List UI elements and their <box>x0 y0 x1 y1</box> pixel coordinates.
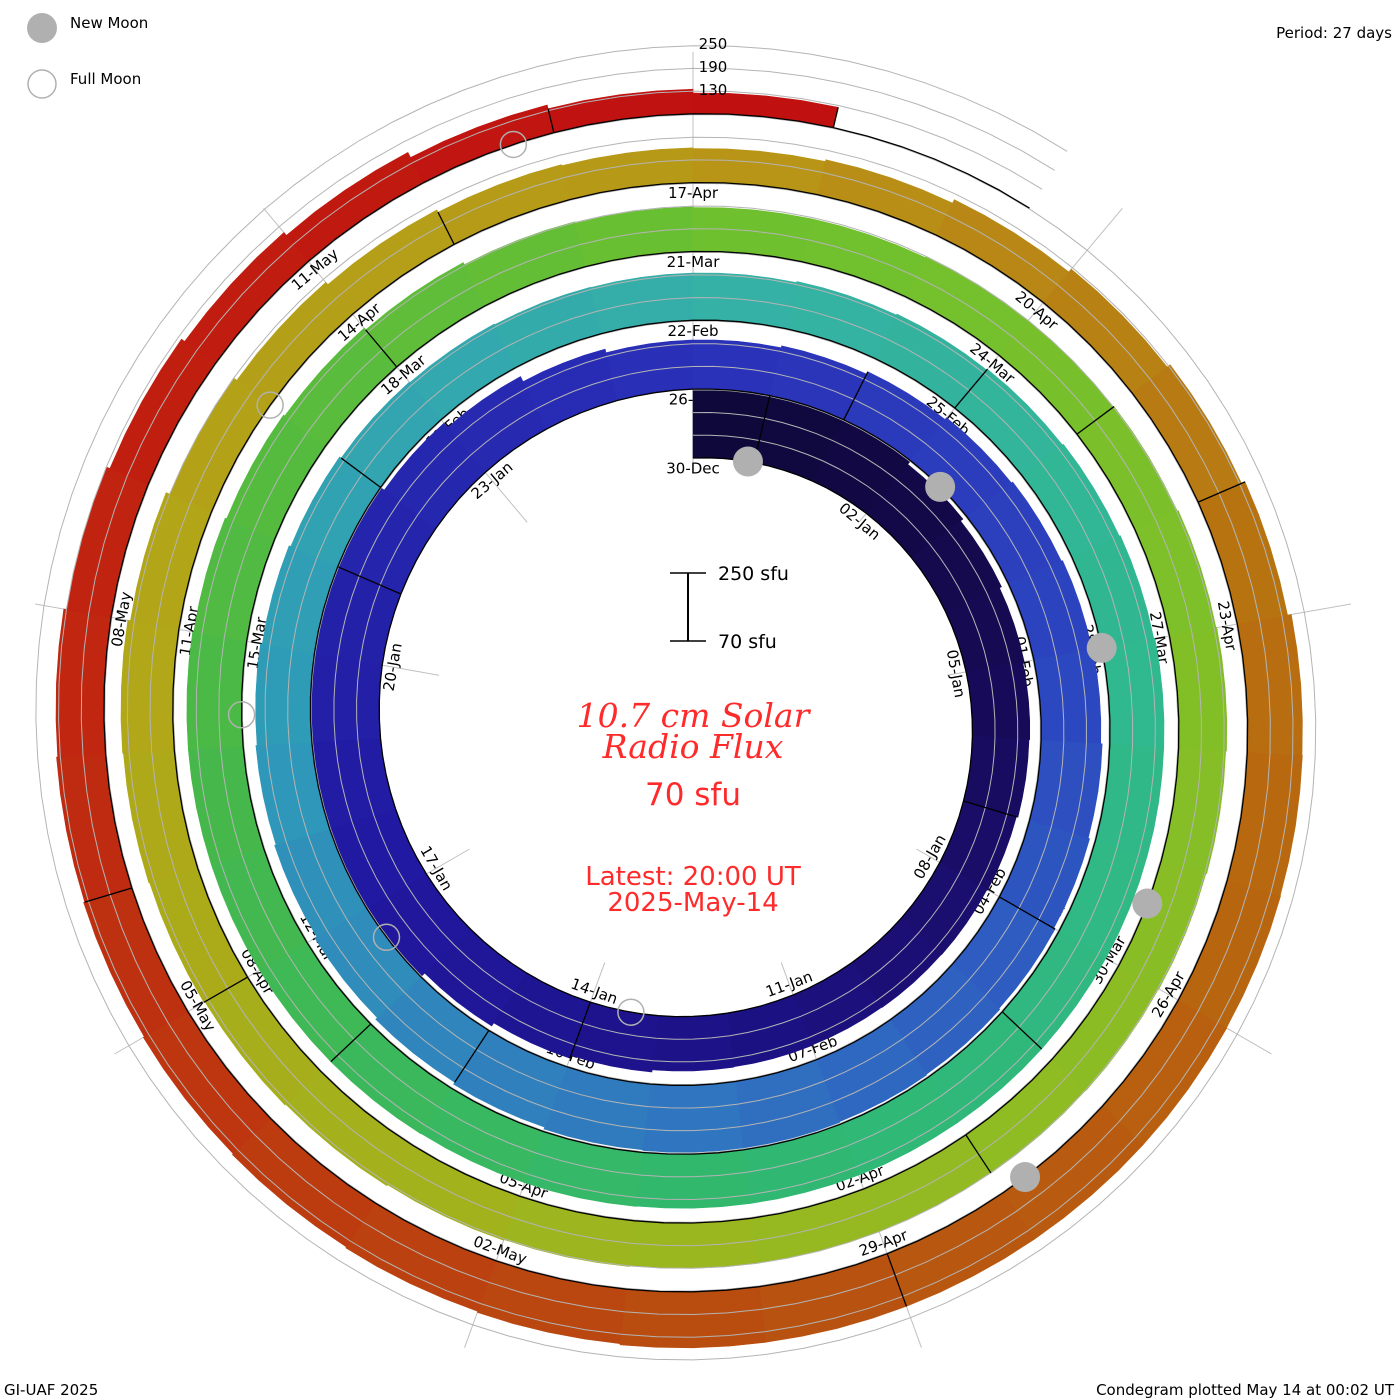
ref-label-190: 190 <box>699 58 728 76</box>
flux-bar <box>120 619 180 754</box>
end-divider <box>832 107 839 128</box>
week-divider <box>965 1134 992 1174</box>
week-divider <box>1197 481 1246 503</box>
ref-label-130: 130 <box>699 81 728 99</box>
flux-bar <box>55 608 112 758</box>
flux-bar <box>255 643 315 746</box>
week-divider <box>437 211 455 245</box>
flux-bar <box>628 1217 757 1269</box>
week-divider <box>547 108 555 133</box>
week-divider <box>886 1253 908 1307</box>
flux-bar <box>642 1081 744 1153</box>
reference-spiral-190 <box>58 67 1294 1338</box>
flux-bar <box>56 753 133 903</box>
full-moon-legend-icon <box>27 69 57 99</box>
new-moon-legend-icon <box>27 13 57 43</box>
flux-bar <box>307 652 383 743</box>
date-label: 17-Apr <box>668 184 719 202</box>
period-label: Period: 27 days <box>1276 24 1392 42</box>
week-divider <box>203 976 248 1003</box>
reference-lines <box>35 45 1317 1361</box>
reference-spiral-130 <box>80 90 1271 1316</box>
chart-title-line1: 10.7 cm Solar <box>577 696 812 735</box>
full-moon-icon <box>372 923 401 952</box>
flux-bar <box>477 1260 627 1345</box>
week-dividers <box>84 107 1246 1307</box>
week-divider <box>1076 406 1115 435</box>
flux-bar <box>186 631 247 750</box>
new-moon-icon <box>1010 1162 1041 1193</box>
week-divider <box>963 800 1017 818</box>
week-divider <box>1001 1011 1043 1050</box>
flux-bars <box>55 88 1303 1349</box>
week-divider <box>999 896 1056 930</box>
baseline-spiral <box>103 113 1249 1293</box>
moon-markers <box>227 130 1163 1193</box>
footer-plotted: Condegram plotted May 14 at 00:02 UT <box>1096 1381 1395 1399</box>
week-divider <box>569 1001 591 1059</box>
flux-bar <box>965 661 1030 740</box>
new-moon-icon <box>732 446 763 477</box>
scale-top-label: 250 sfu <box>718 563 789 585</box>
full-moon-icon <box>227 700 256 729</box>
flux-bar <box>1095 743 1165 857</box>
latest-date: 2025-May-14 <box>607 888 778 918</box>
week-divider <box>338 566 402 595</box>
week-divider <box>340 457 381 488</box>
new-moon-icon <box>1086 632 1117 663</box>
scale-bottom-label: 70 sfu <box>718 631 777 653</box>
new-moon-icon <box>925 471 956 502</box>
week-divider <box>954 368 988 409</box>
week-divider <box>84 887 132 903</box>
scale-bar <box>670 572 706 642</box>
flux-bar <box>1033 649 1102 745</box>
flux-bar <box>1197 481 1288 625</box>
flux-bar <box>410 104 555 184</box>
current-flux: 70 sfu <box>645 777 741 813</box>
full-moon-icon <box>499 130 528 159</box>
legend-new-moon: New Moon <box>70 14 148 32</box>
footer-credit: GI-UAF 2025 <box>4 1381 98 1399</box>
full-moon-icon <box>256 391 284 419</box>
date-label: 21-Mar <box>667 253 721 271</box>
ref-label-250: 250 <box>699 35 728 53</box>
full-moon-icon <box>617 998 645 1026</box>
chart-title-line2: Radio Flux <box>602 727 784 766</box>
week-divider <box>454 1030 490 1083</box>
week-divider <box>843 371 869 421</box>
flux-bar <box>801 218 926 298</box>
reference-spiral-250 <box>35 45 1317 1361</box>
date-label: 30-Dec <box>666 460 720 478</box>
flux-bar <box>619 1286 767 1349</box>
date-label: 22-Feb <box>667 322 718 340</box>
flux-bar <box>463 221 586 307</box>
week-divider <box>365 329 398 368</box>
latest-time: Latest: 20:00 UT <box>585 862 801 892</box>
week-divider <box>330 1023 372 1063</box>
legend-full-moon: Full Moon <box>70 70 141 88</box>
new-moon-icon <box>1132 888 1163 919</box>
flux-bar <box>547 88 694 133</box>
